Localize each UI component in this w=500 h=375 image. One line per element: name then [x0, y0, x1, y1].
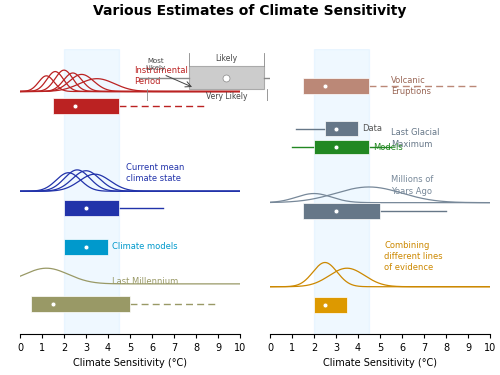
- Bar: [303, 203, 380, 219]
- Text: Models: Models: [374, 142, 403, 152]
- Text: Volcanic
Eruptions: Volcanic Eruptions: [391, 76, 431, 96]
- Bar: [64, 239, 108, 255]
- Text: Last Glacial
Maximum: Last Glacial Maximum: [391, 129, 440, 148]
- Bar: [314, 297, 347, 313]
- Text: Instrumental
Period: Instrumental Period: [134, 66, 188, 86]
- Text: Likely: Likely: [216, 54, 238, 63]
- Text: Various Estimates of Climate Sensitivity: Various Estimates of Climate Sensitivity: [94, 4, 406, 18]
- Bar: [314, 140, 369, 154]
- Text: Last Millennium: Last Millennium: [112, 276, 178, 285]
- Bar: [314, 49, 369, 334]
- Text: Combining
different lines
of evidence: Combining different lines of evidence: [384, 241, 443, 272]
- X-axis label: Climate Sensitivity (°C): Climate Sensitivity (°C): [73, 358, 187, 368]
- Text: Most
Likely: Most Likely: [146, 58, 166, 71]
- Text: Data: Data: [362, 124, 382, 133]
- Text: Very Likely: Very Likely: [206, 93, 247, 102]
- Bar: [53, 98, 119, 114]
- Text: Current mean
climate state: Current mean climate state: [126, 163, 184, 183]
- Bar: [303, 78, 369, 94]
- Bar: [31, 296, 130, 312]
- Bar: [64, 49, 119, 334]
- Bar: [190, 66, 264, 89]
- Text: Climate models: Climate models: [112, 242, 178, 251]
- Bar: [64, 200, 119, 216]
- X-axis label: Climate Sensitivity (°C): Climate Sensitivity (°C): [323, 358, 437, 368]
- Text: Millions of
Years Ago: Millions of Years Ago: [391, 176, 434, 196]
- Bar: [325, 122, 358, 136]
